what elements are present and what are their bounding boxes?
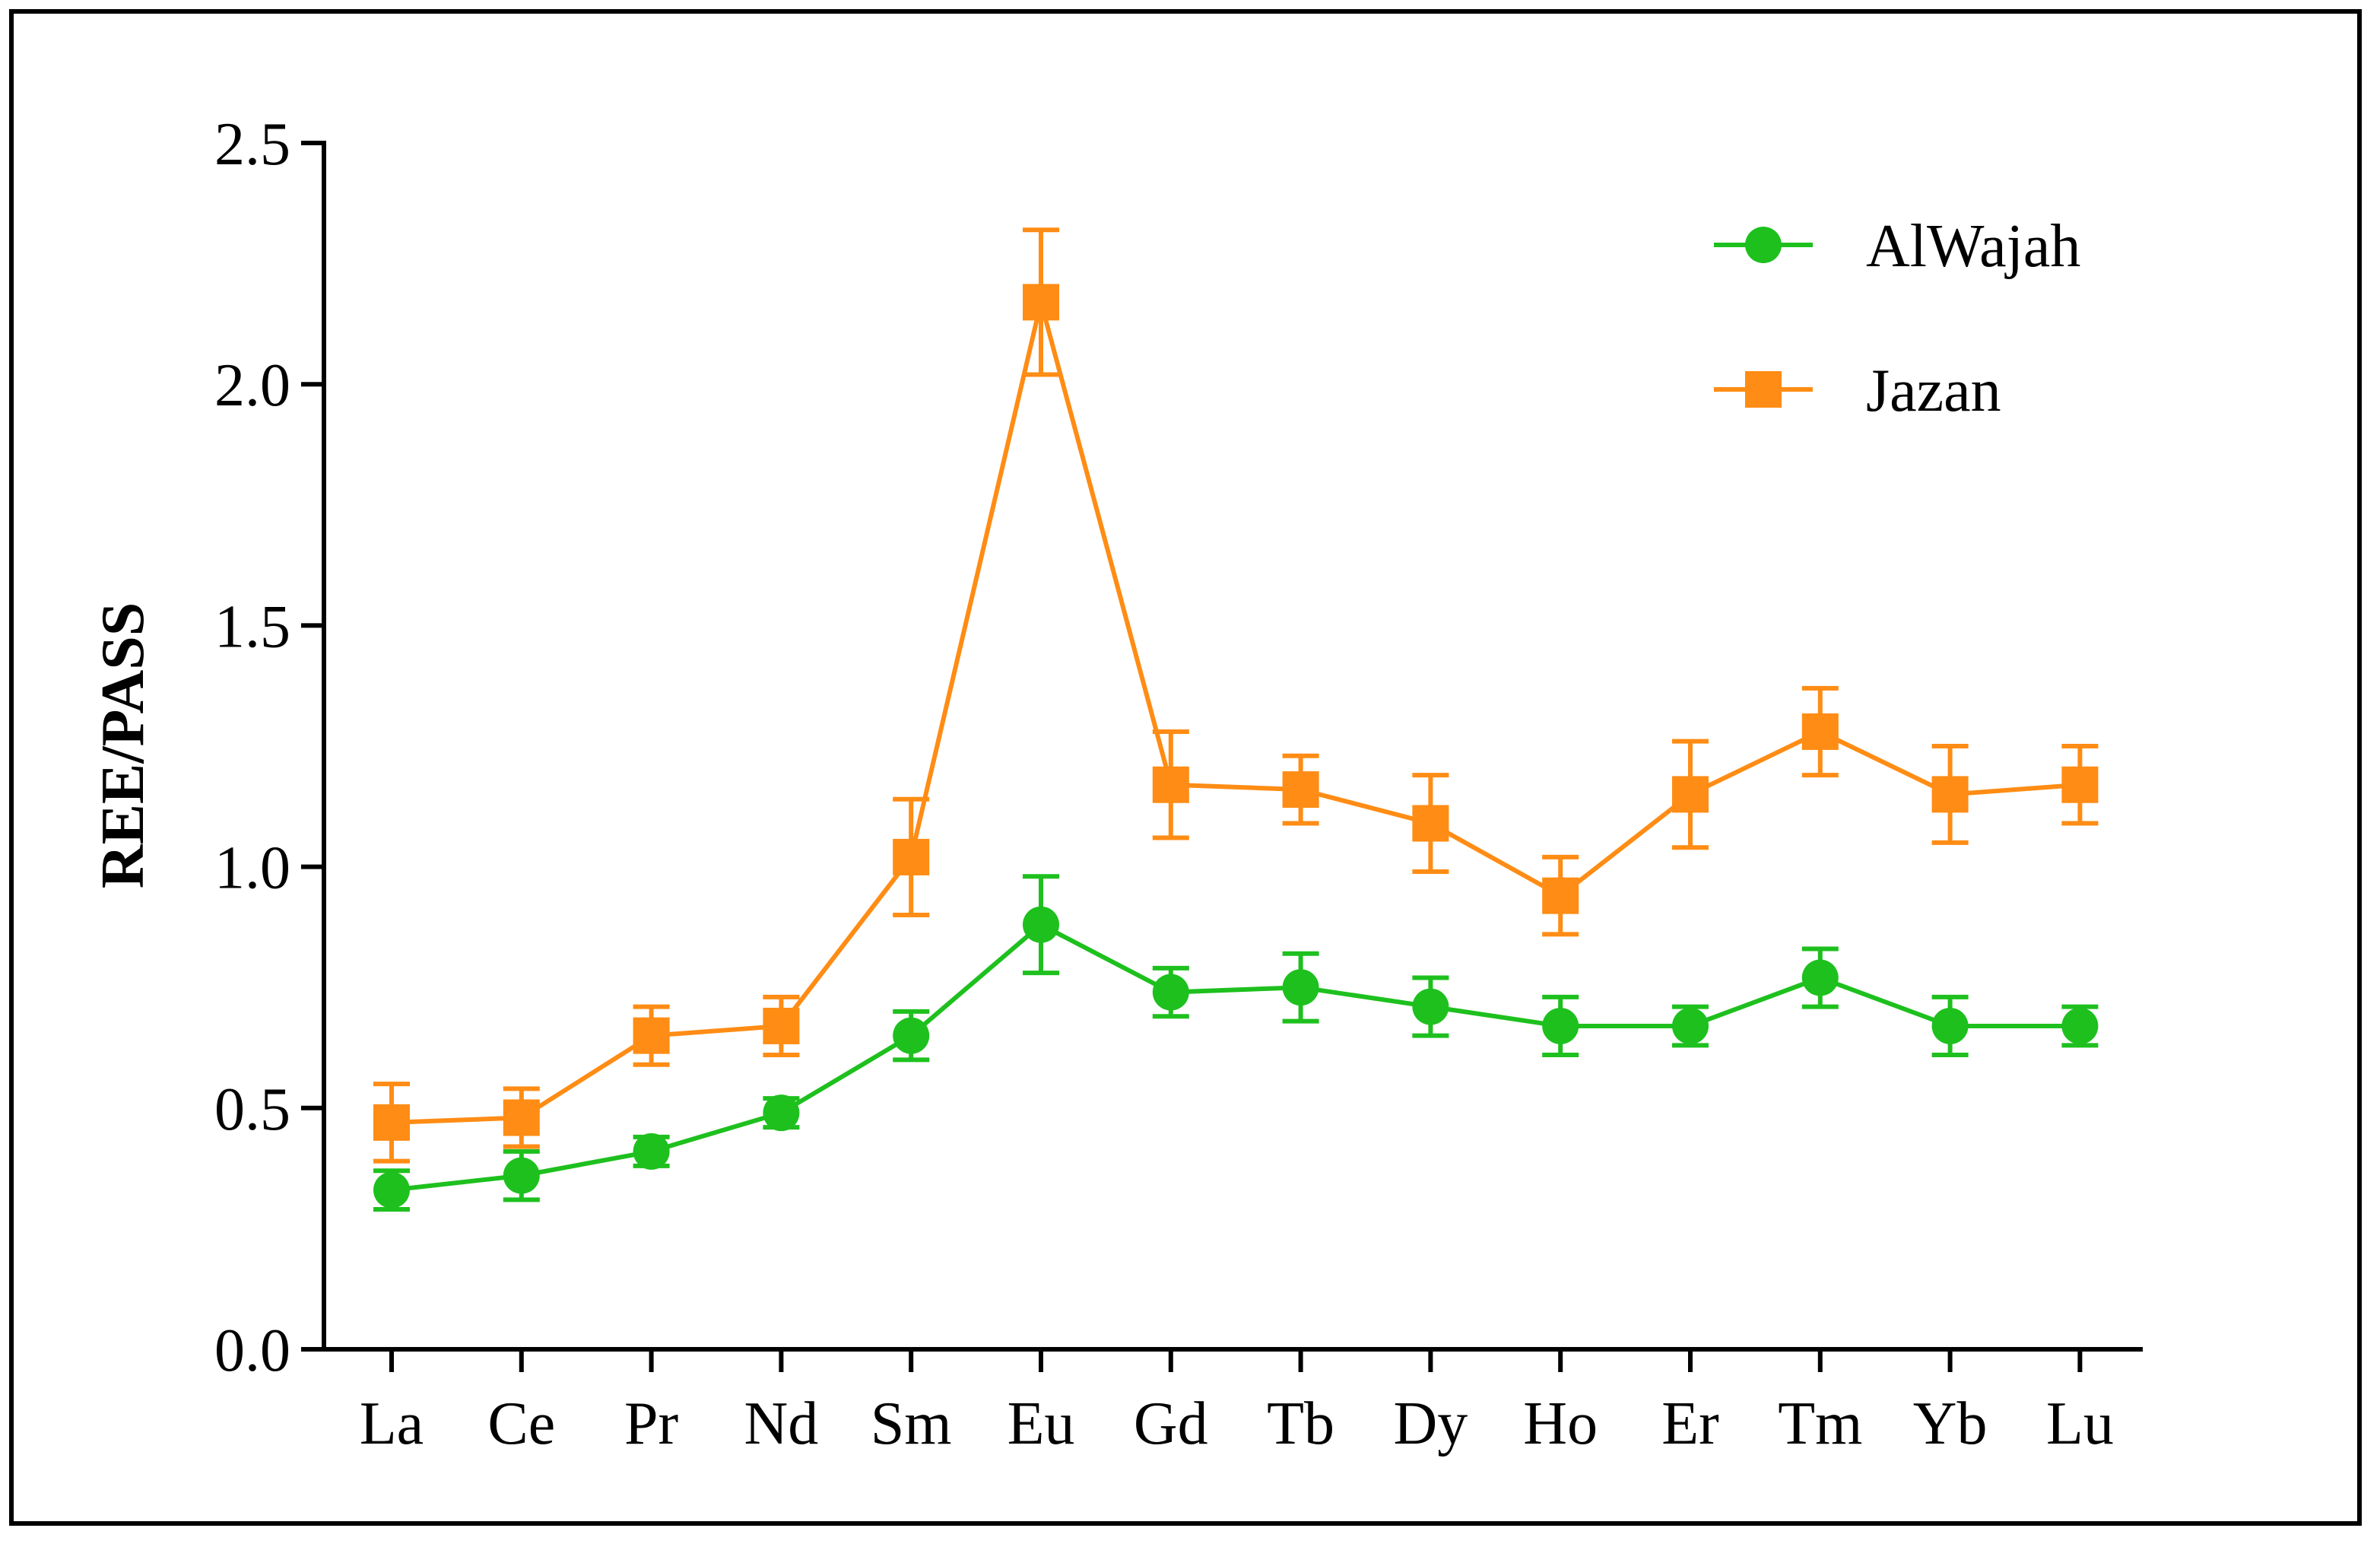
- data-point: [763, 1007, 800, 1044]
- y-tick-label: 2.5: [214, 111, 290, 178]
- y-axis-title: REE/PASS: [90, 602, 157, 888]
- data-point: [373, 1171, 410, 1209]
- x-tick-label: Gd: [1134, 1390, 1208, 1457]
- series-line: [391, 922, 2080, 1193]
- data-point: [503, 1157, 540, 1194]
- x-tick-label: Yb: [1913, 1390, 1988, 1457]
- series-jazan: [373, 227, 2099, 1164]
- data-point: [1801, 959, 1839, 996]
- x-tick-label: Tb: [1267, 1390, 1334, 1457]
- y-tick-label: 2.0: [214, 352, 290, 419]
- data-point: [1023, 284, 1059, 321]
- data-point: [1542, 1007, 1579, 1044]
- axes: [322, 141, 2143, 1352]
- data-point: [893, 1017, 930, 1054]
- x-tick-label: Eu: [1008, 1390, 1075, 1457]
- data-point: [1412, 805, 1449, 842]
- legend: AlWajah Jazan: [1714, 213, 2080, 424]
- data-point: [1282, 771, 1319, 809]
- x-ticks: La Ce Pr Nd Sm Eu Gd Tb Dy Ho Er Tm Yb Lu: [360, 1349, 2114, 1457]
- data-point: [373, 1104, 410, 1141]
- data-point: [1801, 713, 1839, 750]
- data-point: [1023, 906, 1059, 943]
- data-point: [1931, 1007, 1969, 1044]
- legend-label: AlWajah: [1866, 213, 2080, 280]
- x-tick-label: Ho: [1523, 1390, 1598, 1457]
- x-tick-label: Ce: [487, 1390, 555, 1457]
- chart-frame: [9, 9, 2362, 1526]
- data-point: [633, 1017, 670, 1054]
- data-point: [633, 1133, 670, 1170]
- x-tick-label: Tm: [1778, 1390, 1862, 1457]
- data-point: [1152, 766, 1189, 803]
- data-point: [1672, 776, 1709, 813]
- data-point: [1152, 974, 1189, 1011]
- x-tick-label: La: [360, 1390, 424, 1457]
- series-line: [391, 301, 2080, 1125]
- y-tick-label: 0.5: [214, 1076, 290, 1143]
- legend-item: Jazan: [1714, 357, 2001, 424]
- y-tick-label: 1.0: [214, 835, 290, 902]
- data-point: [1542, 877, 1579, 914]
- x-tick-label: Pr: [624, 1390, 678, 1457]
- data-point: [1412, 988, 1449, 1025]
- data-point: [893, 838, 930, 875]
- legend-item: AlWajah: [1714, 213, 2080, 280]
- y-tick-label: 1.5: [214, 593, 290, 660]
- series-alwajah: [373, 874, 2099, 1212]
- legend-marker: [1745, 371, 1782, 408]
- x-tick-label: Er: [1661, 1390, 1719, 1457]
- data-point: [2061, 1007, 2099, 1044]
- data-point: [1282, 969, 1319, 1006]
- legend-marker: [1745, 227, 1782, 263]
- data-point: [503, 1099, 540, 1136]
- data-point: [1672, 1007, 1709, 1044]
- series: [373, 227, 2099, 1212]
- legend-label: Jazan: [1866, 357, 2001, 424]
- y-tick-label: 0.0: [214, 1317, 290, 1384]
- x-tick-label: Nd: [744, 1390, 819, 1457]
- x-tick-label: Lu: [2046, 1390, 2114, 1457]
- x-tick-label: Sm: [871, 1390, 952, 1457]
- data-point: [763, 1094, 800, 1132]
- data-point: [2061, 766, 2099, 803]
- x-tick-label: Dy: [1394, 1390, 1468, 1457]
- data-point: [1931, 776, 1969, 813]
- y-ticks: 0.0 0.5 1.0 1.5 2.0 2.5: [214, 111, 324, 1384]
